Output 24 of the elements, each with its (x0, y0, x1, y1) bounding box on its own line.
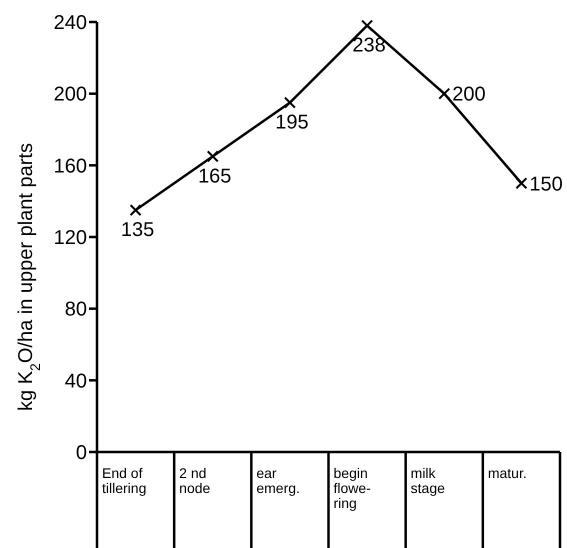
y-tick-label: 40 (64, 370, 87, 392)
point (361, 20, 374, 32)
x-tick-label: End of tillering (102, 465, 146, 496)
y-tick-label: 160 (54, 155, 87, 178)
data-label: 135 (120, 219, 154, 242)
data-label: 200 (452, 84, 486, 106)
point (515, 177, 528, 190)
data-label: 195 (275, 112, 309, 134)
x-tick-label: 2 nd node (179, 465, 211, 496)
point (206, 150, 219, 162)
y-tick-label: 200 (54, 84, 87, 106)
x-tick-label: begin flowe- ring (334, 465, 372, 511)
point (130, 204, 142, 216)
point (284, 96, 296, 109)
y-tick-label: 120 (54, 227, 87, 249)
x-tick-label: matur. (488, 465, 527, 481)
point (438, 88, 450, 100)
x-tick-label: milk stage (410, 465, 446, 496)
y-tick-label: 0 (76, 442, 87, 464)
x-tick-label: ear emerg. (256, 465, 300, 496)
data-label: 150 (529, 173, 563, 196)
y-tick-label: 240 (54, 12, 87, 34)
data-label: 165 (198, 165, 232, 188)
y-tick-label: 80 (64, 298, 87, 321)
